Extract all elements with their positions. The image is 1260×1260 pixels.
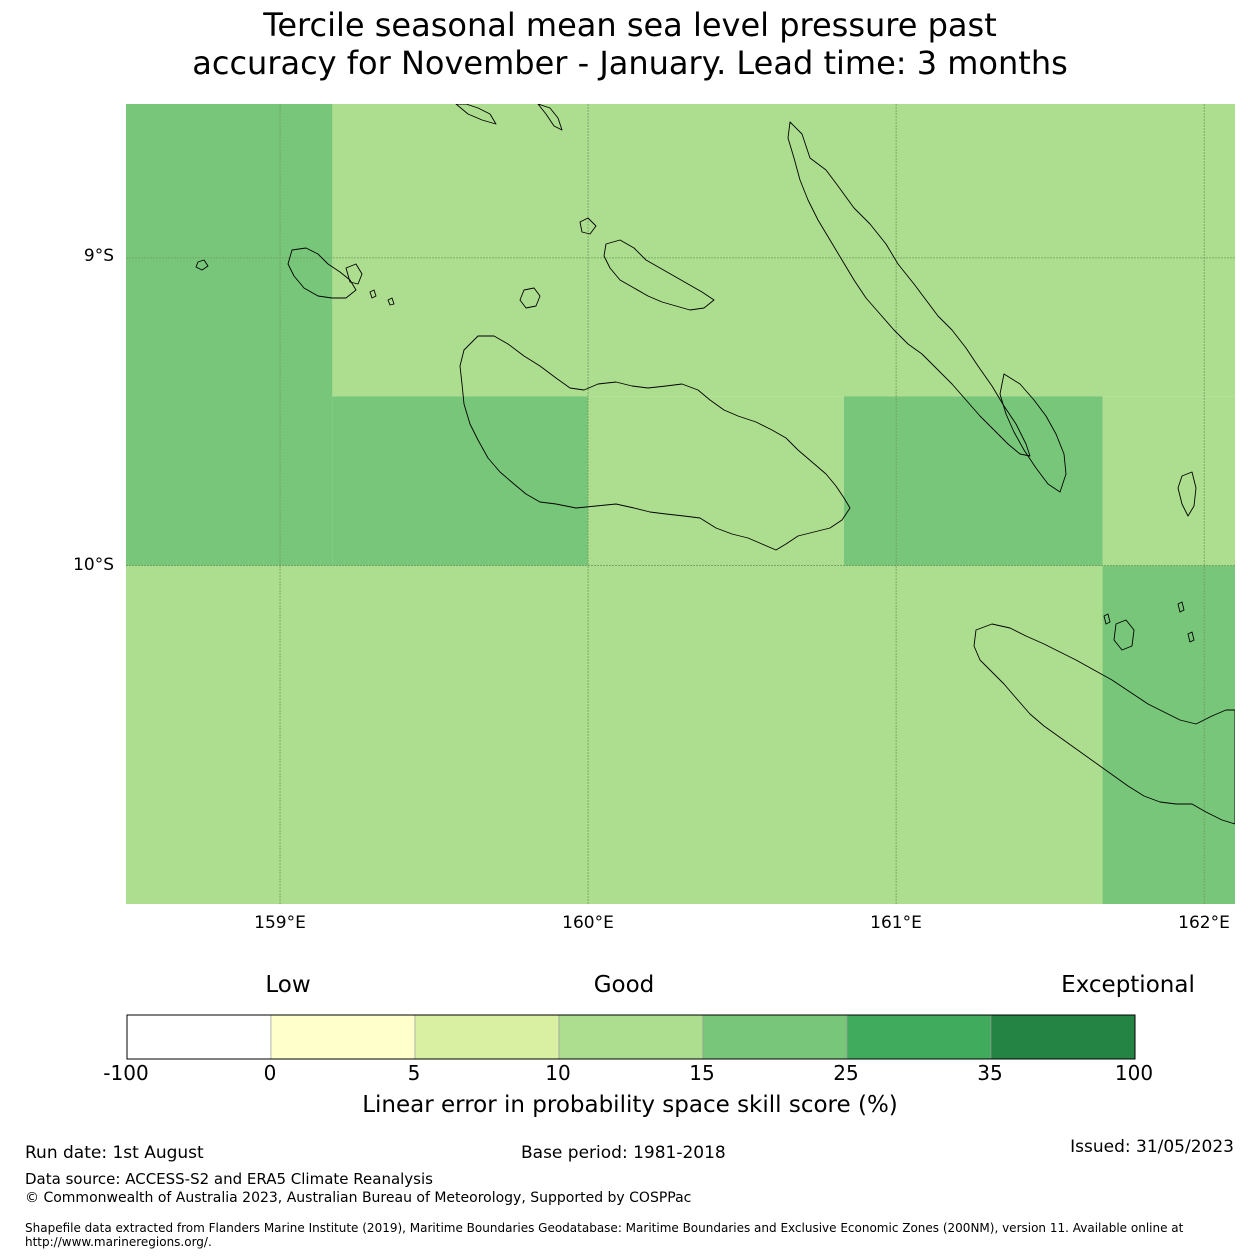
island-small-mid: [369, 289, 377, 299]
legend-frame: [126, 1014, 1136, 1060]
legend-tick-label: 5: [407, 1061, 421, 1085]
legend-swatch: [846, 1014, 992, 1060]
skill-cell-10-15: [332, 104, 589, 397]
legend-tick-label: 100: [1114, 1061, 1154, 1085]
island-russell: [287, 247, 357, 299]
y-tick-label: 10°S: [73, 555, 114, 575]
skill-cell-15-25: [843, 396, 1103, 566]
skill-cell-10-15: [588, 396, 844, 566]
island-ugi: [1113, 619, 1135, 651]
island-small-malaita: [999, 373, 1067, 493]
skill-cell-10-15: [588, 104, 1235, 397]
island-small-mid2: [387, 297, 395, 306]
skill-map: [126, 104, 1235, 904]
legend-swatch: [270, 1014, 416, 1060]
skill-cell-10-15: [1102, 396, 1235, 566]
legend-swatch: [990, 1014, 1136, 1060]
island-small-east-3: [1187, 631, 1195, 643]
island-north-fragment-2: [537, 104, 563, 131]
island-florida: [603, 239, 715, 311]
copyright: © Commonwealth of Australia 2023, Austra…: [25, 1190, 692, 1206]
legend-tick-label: 15: [689, 1061, 715, 1085]
legend-category-low: Low: [265, 972, 311, 998]
x-tick-label: 162°E: [1178, 913, 1230, 933]
issued-date: Issued: 31/05/2023: [1070, 1137, 1234, 1157]
skill-cell-15-25: [126, 104, 333, 566]
legend-tick-label: 10: [545, 1061, 571, 1085]
island-malaita: [787, 121, 1031, 457]
skill-cell-10-15: [126, 565, 1103, 904]
title-line-2: accuracy for November - January. Lead ti…: [192, 44, 1068, 82]
skill-cell-15-25: [1102, 565, 1235, 904]
base-period: Base period: 1981-2018: [521, 1143, 726, 1163]
legend-swatch: [558, 1014, 704, 1060]
legend-category-good: Good: [593, 972, 655, 998]
title-line-1: Tercile seasonal mean sea level pressure…: [263, 6, 997, 44]
shapefile-credit-line-1: Shapefile data extracted from Flanders M…: [25, 1221, 1184, 1235]
shapefile-credit-line-2: http://www.marineregions.org/.: [25, 1235, 212, 1249]
skill-grid-cells: [126, 104, 1235, 904]
island-north-small: [579, 217, 597, 235]
coastlines: [195, 104, 1235, 825]
x-tick-label: 161°E: [870, 913, 922, 933]
island-ulawa: [1177, 471, 1197, 517]
island-russell-east: [345, 263, 363, 285]
island-makira: [973, 623, 1235, 825]
map-gridlines: [126, 104, 1235, 904]
island-small-east-2: [1177, 601, 1185, 613]
legend-tick-label: 25: [833, 1061, 859, 1085]
legend-axis-label: Linear error in probability space skill …: [362, 1092, 898, 1118]
legend-tick-label: 0: [263, 1061, 277, 1085]
x-tick-label: 159°E: [254, 913, 306, 933]
legend-colorbar: [126, 1014, 1136, 1060]
legend-tick-label: -100: [103, 1061, 149, 1085]
island-savo: [519, 287, 541, 309]
x-tick-label: 160°E: [562, 913, 614, 933]
legend-category-exceptional: Exceptional: [1061, 972, 1195, 998]
legend-tick-label: 35: [977, 1061, 1003, 1085]
data-source: Data source: ACCESS-S2 and ERA5 Climate …: [25, 1170, 433, 1188]
island-north-fragment: [455, 104, 497, 125]
island-small-east: [1103, 613, 1111, 625]
run-date: Run date: 1st August: [25, 1143, 204, 1163]
legend-swatch: [126, 1014, 272, 1060]
legend-swatch: [702, 1014, 848, 1060]
skill-cell-15-25: [332, 396, 589, 566]
legend-swatch: [414, 1014, 560, 1060]
island-small-west: [195, 259, 209, 271]
y-tick-label: 9°S: [83, 246, 114, 266]
chart-title: Tercile seasonal mean sea level pressure…: [0, 6, 1260, 82]
shapefile-credit: Shapefile data extracted from Flanders M…: [25, 1221, 1225, 1249]
island-guadalcanal: [459, 335, 851, 551]
